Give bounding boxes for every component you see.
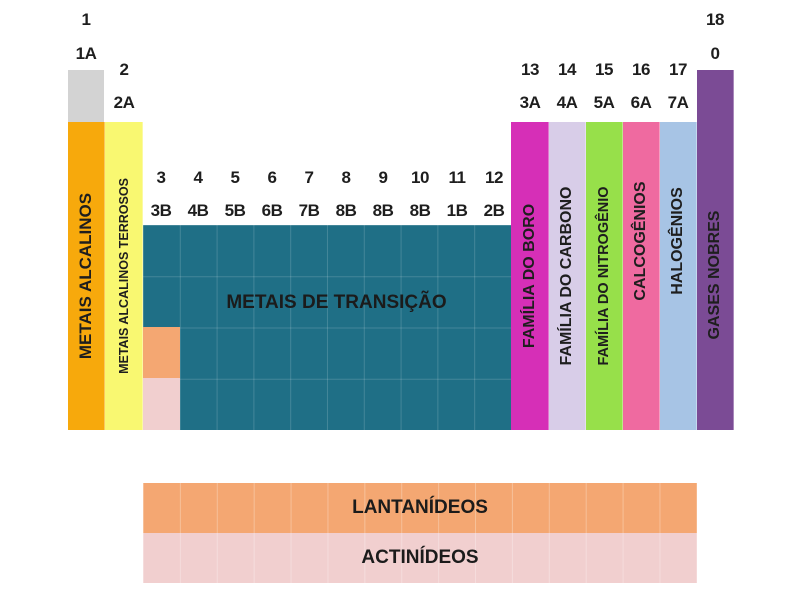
actinides-band: ACTINÍDEOS	[143, 533, 697, 583]
group-3-label: 3B	[150, 201, 172, 220]
boron-family-label: FAMÍLIA DO BORO	[520, 203, 538, 349]
group-8-label: 8B	[335, 201, 357, 220]
group-3-number: 3	[156, 168, 166, 187]
group-17-number: 17	[669, 60, 687, 79]
group-9-number: 9	[378, 168, 388, 187]
alkaline-earth-metals-column: METAIS ALCALINOS TERROSOS	[105, 122, 143, 430]
group-13-label: 3A	[519, 93, 541, 112]
actinides-marker-cell	[143, 378, 180, 430]
group-10-label: 8B	[409, 201, 431, 220]
group-6-label: 6B	[261, 201, 283, 220]
group-11-label: 1B	[446, 201, 468, 220]
boron-family-column: FAMÍLIA DO BORO	[511, 122, 549, 430]
carbon-family-label: FAMÍLIA DO CARBONO	[558, 186, 575, 366]
group-7-number: 7	[304, 168, 314, 187]
lanthanides-band: LANTANÍDEOS	[143, 483, 697, 533]
group-12-label: 2B	[483, 201, 505, 220]
group-1-label: 1A	[75, 44, 97, 63]
noble-gases-column: GASES NOBRES	[697, 70, 734, 430]
noble-gases-label: GASES NOBRES	[706, 210, 723, 340]
group-11-number: 11	[448, 168, 466, 187]
transition-metals-label: METAIS DE TRANSIÇÃO	[226, 292, 447, 313]
group-12-number: 12	[485, 168, 503, 187]
group-16-number: 16	[632, 60, 650, 79]
alkali-metals-column: METAIS ALCALINOS	[68, 122, 105, 430]
actinides-label: ACTINÍDEOS	[361, 547, 479, 568]
group-8-number: 8	[341, 168, 351, 187]
group-7-label: 7B	[298, 201, 320, 220]
group-14-number: 14	[558, 60, 576, 79]
carbon-family-column: FAMÍLIA DO CARBONO	[549, 122, 586, 430]
group-5-number: 5	[230, 168, 240, 187]
group-18-number: 18	[706, 10, 724, 29]
group-17-label: 7A	[667, 93, 689, 112]
alkaline-earth-metals-label: METAIS ALCALINOS TERROSOS	[116, 178, 131, 374]
halogens-label: HALOGÊNIOS	[669, 187, 686, 295]
hydrogen-cell	[68, 70, 104, 122]
group-14-label: 4A	[556, 93, 578, 112]
lanthanides-label: LANTANÍDEOS	[352, 497, 488, 518]
chalcogens-column: CALCOGÊNIOS	[623, 122, 660, 430]
chalcogens-label: CALCOGÊNIOS	[632, 181, 649, 301]
group-2-number: 2	[119, 60, 129, 79]
group-18-label: 0	[710, 44, 720, 63]
transition-metals-block	[143, 225, 511, 430]
group-15-number: 15	[595, 60, 613, 79]
group-2-label: 2A	[113, 93, 135, 112]
group-4-label: 4B	[187, 201, 209, 220]
group-6-number: 6	[267, 168, 277, 187]
group-16-label: 6A	[630, 93, 652, 112]
halogens-column: HALOGÊNIOS	[660, 122, 697, 430]
nitrogen-family-column: FAMÍLIA DO NITROGÊNIO	[586, 122, 623, 430]
alkali-metals-label: METAIS ALCALINOS	[76, 192, 95, 360]
group-5-label: 5B	[224, 201, 246, 220]
group-9-label: 8B	[372, 201, 394, 220]
group-4-number: 4	[193, 168, 203, 187]
lanthanides-marker-cell	[143, 327, 180, 378]
group-13-number: 13	[521, 60, 539, 79]
group-15-label: 5A	[593, 93, 615, 112]
group-1-number: 1	[81, 10, 91, 29]
nitrogen-family-label: FAMÍLIA DO NITROGÊNIO	[596, 186, 612, 366]
group-10-number: 10	[411, 168, 429, 187]
